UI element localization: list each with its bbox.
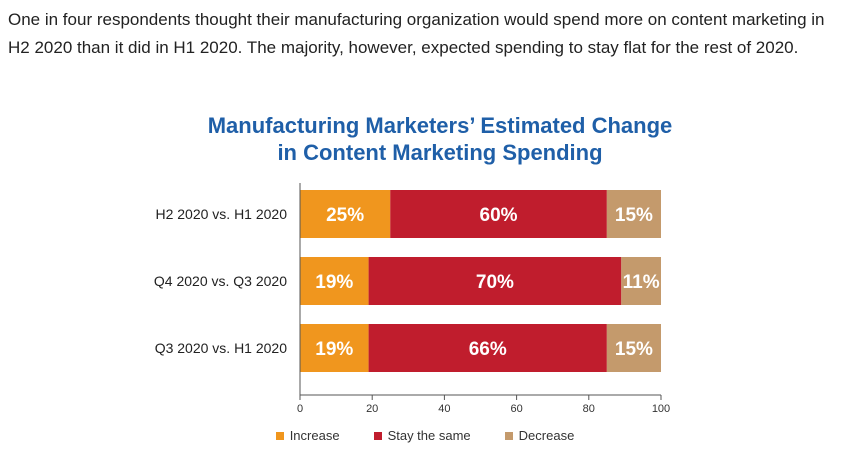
category-label-1: H2 2020 vs. H1 2020 xyxy=(155,206,287,222)
data-label-decrease-2: 11% xyxy=(623,272,660,293)
intro-text: One in four respondents thought their ma… xyxy=(8,10,825,57)
legend-swatch-increase xyxy=(275,431,284,440)
data-label-stay-the-same-2: 70% xyxy=(476,272,514,293)
x-tick-label-40: 40 xyxy=(438,403,450,415)
data-label-decrease-1: 15% xyxy=(615,205,653,226)
x-tick-label-0: 0 xyxy=(297,403,303,415)
legend-item-decrease: Decrease xyxy=(504,428,575,443)
legend: Increase Stay the same Decrease xyxy=(0,428,850,443)
legend-label-stay-the-same: Stay the same xyxy=(387,428,471,443)
bar-stay-the-same-1 xyxy=(390,190,607,238)
bars-layer: H2 2020 vs. H1 2020 25% 60% 15% Q4 2020 vs. … xyxy=(154,190,661,372)
x-tick-label-100: 100 xyxy=(652,403,670,415)
stacked-bar-chart: H2 2020 vs. H1 2020 25% 60% 15% Q4 2020 vs. … xyxy=(154,183,670,415)
chart-title-line-1: Manufacturing Marketers’ Estimated Chang… xyxy=(207,113,673,138)
chart-title-line-2: in Content Marketing Spending xyxy=(277,140,603,165)
x-axis: 0 20 40 60 80 100 xyxy=(297,183,670,415)
data-label-stay-the-same-3: 66% xyxy=(469,339,507,360)
data-label-increase-1: 25% xyxy=(326,205,364,226)
legend-label-increase: Increase xyxy=(289,428,340,443)
legend-swatch-decrease xyxy=(504,431,513,440)
bar-increase-3 xyxy=(300,324,369,372)
bar-increase-1 xyxy=(300,190,391,238)
legend-item-increase: Increase xyxy=(275,428,340,443)
bar-stay-the-same-3 xyxy=(368,324,607,372)
legend-item-stay-the-same: Stay the same xyxy=(373,428,471,443)
x-tick-label-20: 20 xyxy=(366,403,378,415)
category-label-2: Q4 2020 vs. Q3 2020 xyxy=(154,273,287,289)
x-tick-label-80: 80 xyxy=(583,403,595,415)
chart-title: Manufacturing Marketers’ Estimated Chang… xyxy=(150,112,730,166)
bar-increase-2 xyxy=(300,257,369,305)
category-label-3: Q3 2020 vs. H1 2020 xyxy=(155,340,288,356)
bar-stay-the-same-2 xyxy=(368,257,622,305)
data-label-increase-3: 19% xyxy=(315,339,353,360)
bar-decrease-3 xyxy=(606,324,661,372)
bar-decrease-1 xyxy=(606,190,661,238)
data-label-decrease-3: 15% xyxy=(615,339,653,360)
bar-decrease-2 xyxy=(621,257,661,305)
x-tick-label-60: 60 xyxy=(510,403,522,415)
legend-label-decrease: Decrease xyxy=(518,428,575,443)
legend-swatch-stay-the-same xyxy=(373,431,382,440)
data-label-increase-2: 19% xyxy=(315,272,353,293)
data-label-stay-the-same-1: 60% xyxy=(480,205,518,226)
